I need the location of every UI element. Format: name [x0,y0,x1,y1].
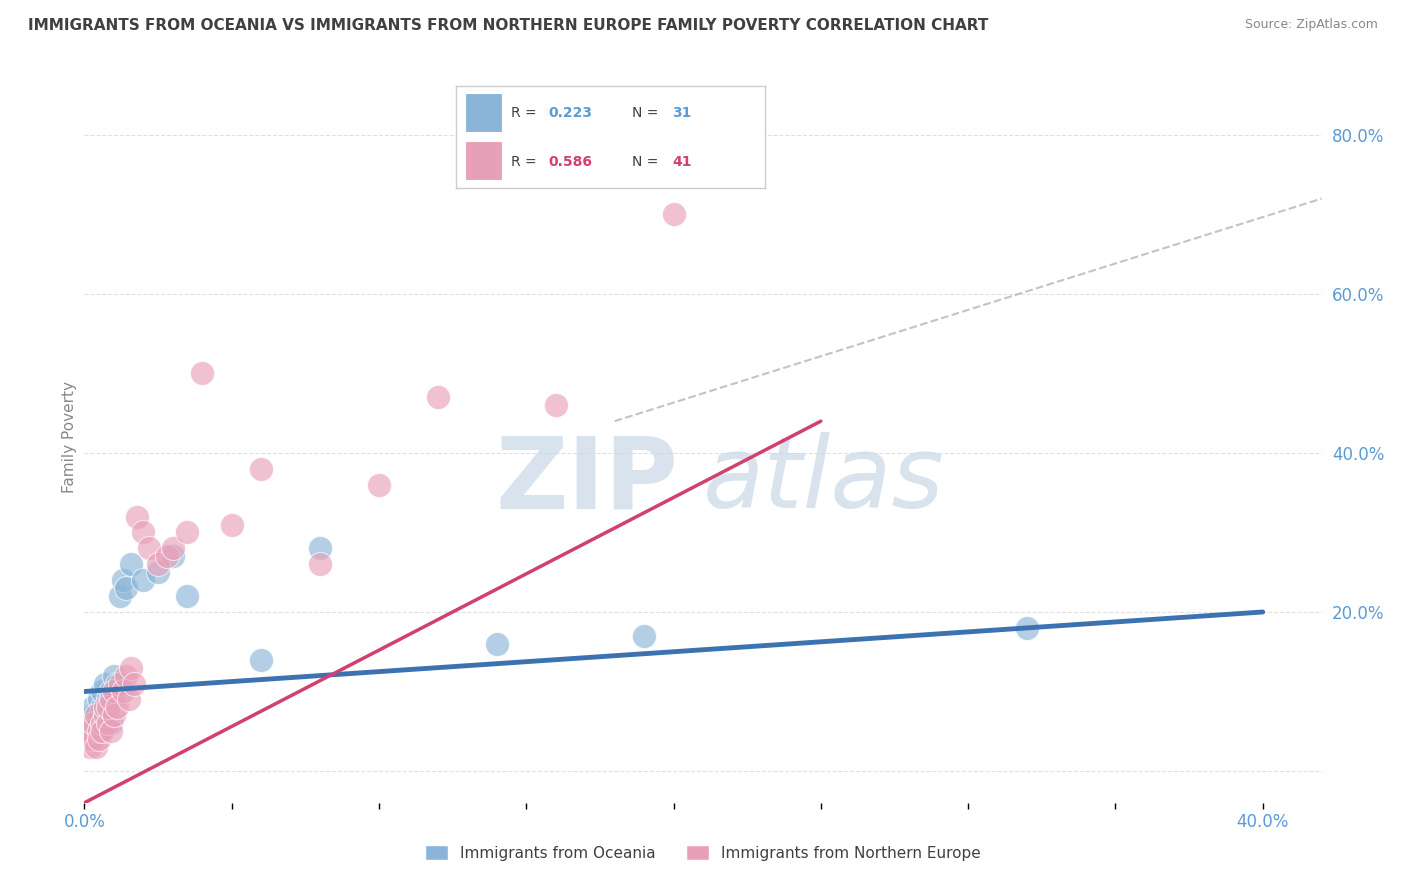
Legend: Immigrants from Oceania, Immigrants from Northern Europe: Immigrants from Oceania, Immigrants from… [418,837,988,868]
Point [662,207,685,221]
Point [97,700,120,714]
Point [132,573,155,587]
Point [114,668,136,682]
Point [103,668,125,682]
Y-axis label: Family Poverty: Family Poverty [62,381,77,493]
Point [91,716,114,731]
Point [250,653,273,667]
Point [94,700,117,714]
Point [191,367,214,381]
Point [162,541,184,556]
Point [87,732,110,747]
Point [138,541,160,556]
Text: IMMIGRANTS FROM OCEANIA VS IMMIGRANTS FROM NORTHERN EUROPE FAMILY POVERTY CORREL: IMMIGRANTS FROM OCEANIA VS IMMIGRANTS FR… [28,18,988,33]
Point [103,684,125,698]
Point [97,716,120,731]
Point [105,676,128,690]
Point [87,724,110,739]
Point [114,581,136,595]
Point [111,573,134,587]
Point [82,732,104,747]
Point [105,700,128,714]
Point [100,724,122,739]
Point [87,724,110,739]
Point [76,732,98,747]
Point [79,724,101,739]
Text: Source: ZipAtlas.com: Source: ZipAtlas.com [1244,18,1378,31]
Point [544,398,567,412]
Point [124,676,146,690]
Point [176,589,198,603]
Point [108,589,131,603]
Point [100,692,122,706]
Point [76,716,98,731]
Point [1015,621,1038,635]
Point [82,700,104,714]
Point [132,525,155,540]
Point [84,716,107,731]
Point [97,700,120,714]
Point [121,660,143,674]
Point [250,462,273,476]
Point [100,684,122,698]
Point [94,708,117,723]
Point [97,692,120,706]
Point [309,541,332,556]
Point [94,708,117,723]
Point [84,740,107,755]
Point [176,525,198,540]
Point [146,566,169,580]
Point [91,684,114,698]
Point [368,477,391,491]
Point [121,558,143,572]
Point [485,637,508,651]
Point [162,549,184,564]
Point [108,676,131,690]
Point [156,549,179,564]
Point [426,390,449,404]
Text: ZIP: ZIP [495,433,678,530]
Point [103,692,125,706]
Point [91,700,114,714]
Point [87,692,110,706]
Point [82,716,104,731]
Point [309,558,332,572]
Point [84,708,107,723]
Text: atlas: atlas [703,433,945,530]
Point [111,684,134,698]
Point [221,517,243,532]
Point [79,724,101,739]
Point [82,708,104,723]
Point [100,716,122,731]
Point [146,558,169,572]
Point [94,676,117,690]
Point [79,740,101,755]
Point [127,509,149,524]
Point [117,692,139,706]
Point [633,629,655,643]
Point [103,708,125,723]
Point [91,724,114,739]
